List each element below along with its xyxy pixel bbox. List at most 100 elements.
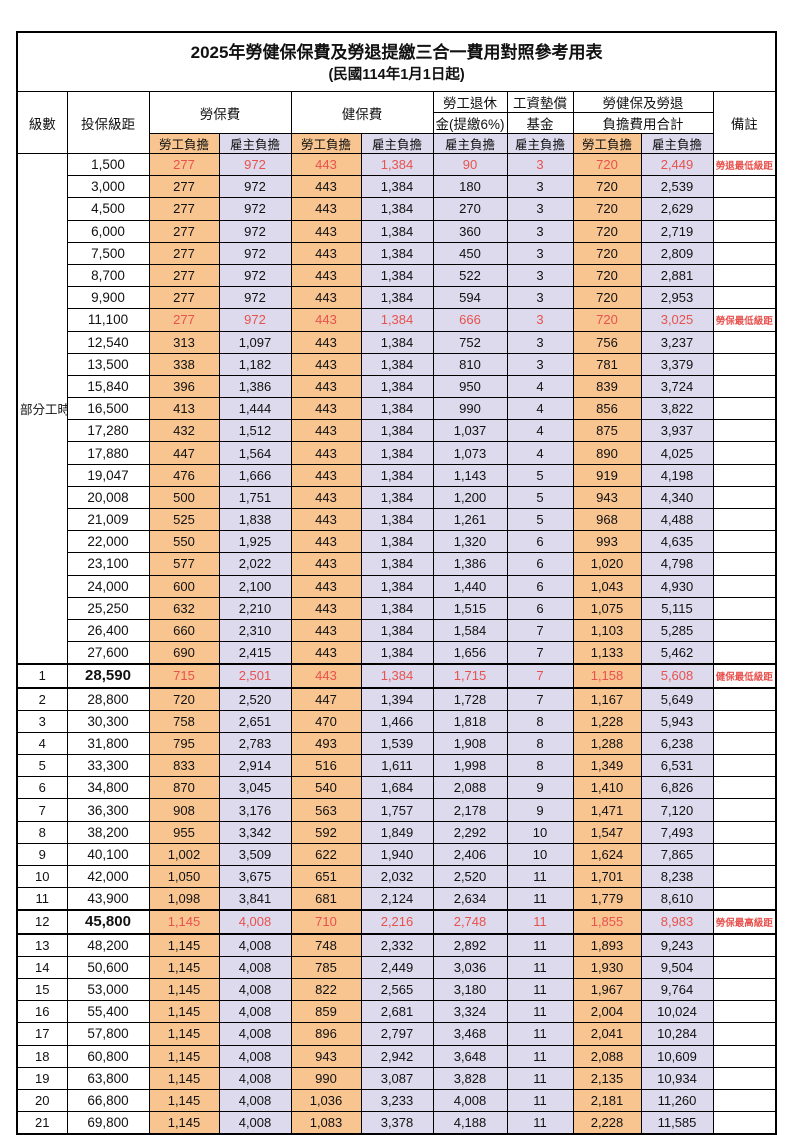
labor-insurance-employer-cell: 2,520 <box>218 687 292 711</box>
pension-employer-cell: 1,037 <box>432 419 508 443</box>
total-employer-cell: 11,585 <box>640 1111 714 1135</box>
wage-fund-employer-cell: 3 <box>506 263 574 288</box>
note-cell <box>712 574 777 598</box>
labor-insurance-employer-cell: 1,444 <box>218 397 292 421</box>
health-insurance-employer-cell: 1,384 <box>360 663 434 689</box>
health-insurance-employee-cell: 563 <box>290 798 362 822</box>
table-row: 18 60,800 1,145 4,008 943 2,942 3,648 11 2,088 10… <box>16 1044 777 1068</box>
bracket-cell: 45,800 <box>66 909 150 935</box>
level-cell: 17 <box>16 1022 68 1046</box>
health-insurance-employee-cell: 681 <box>290 887 362 911</box>
total-employer-cell: 5,115 <box>640 596 714 620</box>
pension-employer-cell: 3,828 <box>432 1066 508 1090</box>
total-employer-cell: 2,719 <box>640 219 714 243</box>
subheader-total-employee: 勞工負擔 <box>572 133 642 154</box>
health-insurance-employee-cell: 651 <box>290 864 362 889</box>
note-cell <box>712 397 777 421</box>
labor-insurance-employee-cell: 660 <box>148 618 220 643</box>
total-employer-cell: 6,531 <box>640 754 714 778</box>
table-row: 6,000 277 972 443 1,384 360 3 720 2,719 <box>17 219 777 243</box>
total-employee-cell: 1,779 <box>572 887 642 911</box>
total-employee-cell: 943 <box>572 485 642 510</box>
wage-fund-employer-cell: 4 <box>506 441 574 465</box>
total-employee-cell: 1,167 <box>572 687 642 711</box>
bracket-cell: 55,400 <box>66 1000 150 1024</box>
wage-fund-employer-cell: 4 <box>506 397 574 421</box>
table-row: 15,840 396 1,386 443 1,384 950 4 839 3,724 <box>17 374 777 399</box>
header-row-2: 金(提繳6%) 基金 負擔費用合計 <box>17 112 776 134</box>
labor-insurance-employer-cell: 2,914 <box>218 754 292 778</box>
note-cell <box>712 933 777 957</box>
labor-insurance-employee-cell: 277 <box>148 308 220 332</box>
total-employee-cell: 1,547 <box>572 820 642 844</box>
table-row: 部分工時 1,500 277 972 443 1,384 90 3 720 2,449 勞退最低級距 <box>16 152 777 665</box>
labor-insurance-employee-cell: 277 <box>148 152 220 177</box>
wage-fund-employer-cell: 11 <box>506 933 574 957</box>
total-employee-cell: 720 <box>572 263 642 288</box>
pension-employer-cell: 752 <box>432 330 508 354</box>
total-employer-cell: 10,609 <box>640 1044 714 1068</box>
health-insurance-employer-cell: 2,216 <box>360 909 434 935</box>
labor-insurance-employee-cell: 1,145 <box>148 955 220 979</box>
total-employer-cell: 2,881 <box>640 263 714 288</box>
health-insurance-employee-cell: 822 <box>290 977 362 1002</box>
header-row-1: 級數 投保級距 勞保費 健保費 勞工退休 工資墊償 勞健保及勞退 備註 <box>16 91 777 154</box>
total-employer-cell: 11,260 <box>640 1088 714 1113</box>
pension-employer-cell: 950 <box>432 374 508 399</box>
wage-fund-employer-cell: 4 <box>506 419 574 443</box>
level-cell: 4 <box>16 731 68 756</box>
total-employer-cell: 9,764 <box>640 977 714 1002</box>
note-cell <box>712 552 777 576</box>
bracket-cell: 16,500 <box>66 397 150 421</box>
health-insurance-employee-cell: 443 <box>290 663 362 689</box>
health-insurance-employee-cell: 592 <box>290 820 362 844</box>
bracket-cell: 17,880 <box>66 441 150 465</box>
bracket-cell: 26,400 <box>66 618 150 643</box>
wage-fund-employer-cell: 8 <box>506 709 574 733</box>
header-bracket: 投保級距 <box>66 91 150 154</box>
labor-insurance-employer-cell: 3,675 <box>218 864 292 889</box>
bracket-cell: 40,100 <box>66 842 150 867</box>
pension-employer-cell: 450 <box>432 241 508 265</box>
bracket-cell: 1,500 <box>66 152 150 177</box>
table-row: 3 30,300 758 2,651 470 1,466 1,818 8 1,228 5,943 <box>16 709 777 733</box>
level-cell: 20 <box>16 1088 68 1113</box>
bracket-cell: 4,500 <box>66 197 150 221</box>
total-employer-cell: 3,025 <box>640 308 714 332</box>
labor-insurance-employee-cell: 1,098 <box>148 887 220 911</box>
labor-insurance-employer-cell: 2,310 <box>218 618 292 643</box>
wage-fund-employer-cell: 3 <box>506 352 574 376</box>
labor-insurance-employer-cell: 4,008 <box>218 977 292 1002</box>
health-insurance-employee-cell: 493 <box>290 731 362 756</box>
wage-fund-employer-cell: 3 <box>506 219 574 243</box>
bracket-cell: 30,300 <box>66 709 150 733</box>
total-employer-cell: 4,930 <box>640 574 714 598</box>
note-cell: 勞保最低級距 <box>712 308 777 332</box>
health-insurance-employer-cell: 1,849 <box>360 820 434 844</box>
header-labor-insurance: 勞保費 <box>148 91 292 134</box>
note-cell <box>712 864 777 889</box>
total-employee-cell: 1,349 <box>572 754 642 778</box>
total-employee-cell: 720 <box>572 286 642 310</box>
wage-fund-employer-cell: 11 <box>506 1066 574 1090</box>
note-cell <box>712 197 777 221</box>
labor-insurance-employee-cell: 1,145 <box>148 1088 220 1113</box>
total-employer-cell: 4,025 <box>640 441 714 465</box>
table-row: 21 69,800 1,145 4,008 1,083 3,378 4,188 11 2,228… <box>16 1111 777 1135</box>
total-employer-cell: 3,937 <box>640 419 714 443</box>
pension-employer-cell: 4,008 <box>432 1088 508 1113</box>
labor-insurance-employer-cell: 2,022 <box>218 552 292 576</box>
labor-insurance-employee-cell: 908 <box>148 798 220 822</box>
labor-insurance-employer-cell: 4,008 <box>218 1088 292 1113</box>
header-row-3: 勞工負擔 雇主負擔 勞工負擔 雇主負擔 雇主負擔 雇主負擔 勞工負擔 雇主負擔 <box>17 133 776 154</box>
wage-fund-employer-cell: 6 <box>506 596 574 620</box>
level-cell: 8 <box>16 820 68 844</box>
health-insurance-employer-cell: 1,466 <box>360 709 434 733</box>
total-employer-cell: 5,608 <box>640 663 714 689</box>
labor-insurance-employee-cell: 577 <box>148 552 220 576</box>
health-insurance-employer-cell: 3,378 <box>360 1111 434 1135</box>
pension-employer-cell: 1,261 <box>432 507 508 532</box>
total-employee-cell: 919 <box>572 463 642 487</box>
health-insurance-employer-cell: 1,384 <box>360 219 434 243</box>
bracket-cell: 57,800 <box>66 1022 150 1046</box>
